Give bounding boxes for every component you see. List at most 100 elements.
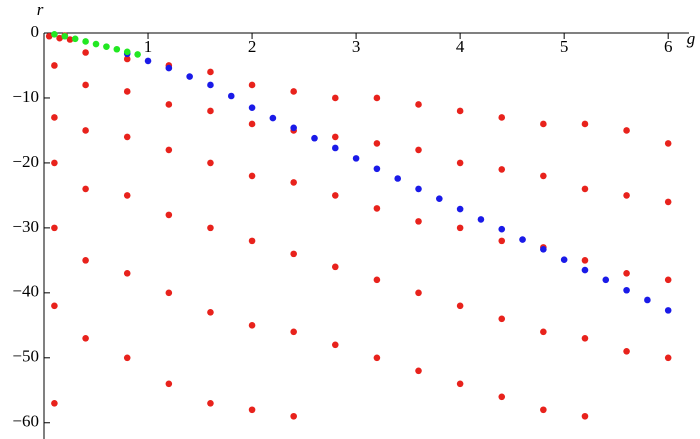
point [581,257,589,264]
y-tick-label: −40 [12,282,39,301]
point [560,256,568,264]
point [103,43,110,50]
point [436,195,443,202]
point [134,51,141,58]
point [456,302,464,310]
point [477,216,485,223]
point [331,144,339,152]
point [623,270,630,277]
point [664,307,672,314]
point [331,94,339,102]
point [415,185,422,193]
point [165,64,173,72]
point [311,134,318,142]
point [92,40,100,48]
point [82,127,89,134]
y-tick-label: −20 [12,152,39,171]
point [498,315,506,323]
point [623,192,630,199]
point [540,120,547,128]
y-tick-label: 0 [31,22,40,41]
y-tick-label: −10 [12,87,39,106]
point [290,250,297,258]
point [373,205,381,212]
point [51,30,58,38]
x-tick-label: 3 [352,37,361,56]
point [415,367,422,375]
x-tick-label: 1 [144,37,153,56]
point [664,198,672,206]
point [51,224,58,232]
point [113,45,121,53]
point [82,81,89,89]
point [207,68,214,76]
point [540,328,547,336]
point [269,114,277,122]
point [331,263,339,271]
point [352,155,360,162]
point [456,107,464,115]
point [415,218,422,225]
point [498,393,506,401]
point [290,179,297,186]
point [165,289,173,297]
point [56,34,63,42]
point [664,276,672,284]
point [51,159,58,167]
point [51,114,58,121]
point [123,48,131,56]
point [540,172,547,180]
point [227,92,235,100]
point [82,185,89,193]
point [165,380,173,388]
y-tick-label: −30 [12,217,39,236]
point [248,104,256,112]
point [82,335,89,342]
point [248,237,256,245]
point [331,133,339,141]
point [123,55,131,63]
point [581,185,589,193]
point [290,88,297,95]
point [207,159,214,167]
point [415,289,422,297]
point [581,120,589,128]
point [207,81,214,89]
point [123,270,131,277]
point [664,354,672,362]
point [581,335,589,342]
point [456,159,464,167]
point [45,32,53,40]
point [186,73,193,80]
point [123,192,131,199]
point [123,354,131,362]
point [290,328,297,336]
point [207,399,214,407]
point [144,57,152,65]
point [664,140,672,147]
point [207,309,214,316]
point [331,192,339,199]
point [373,276,381,284]
point [165,211,173,219]
point [581,412,589,420]
point [61,32,69,40]
point [519,236,526,243]
x-tick-label: 5 [560,37,569,56]
point [248,322,256,329]
point [207,107,214,115]
point [66,36,74,43]
point [498,225,506,233]
point [498,166,506,173]
point [51,62,58,69]
point [623,286,630,294]
point [540,246,547,253]
point [456,380,464,388]
point [290,412,297,420]
point [82,257,89,264]
point [165,146,173,154]
point [373,140,381,147]
point [248,406,256,414]
point [623,348,630,355]
